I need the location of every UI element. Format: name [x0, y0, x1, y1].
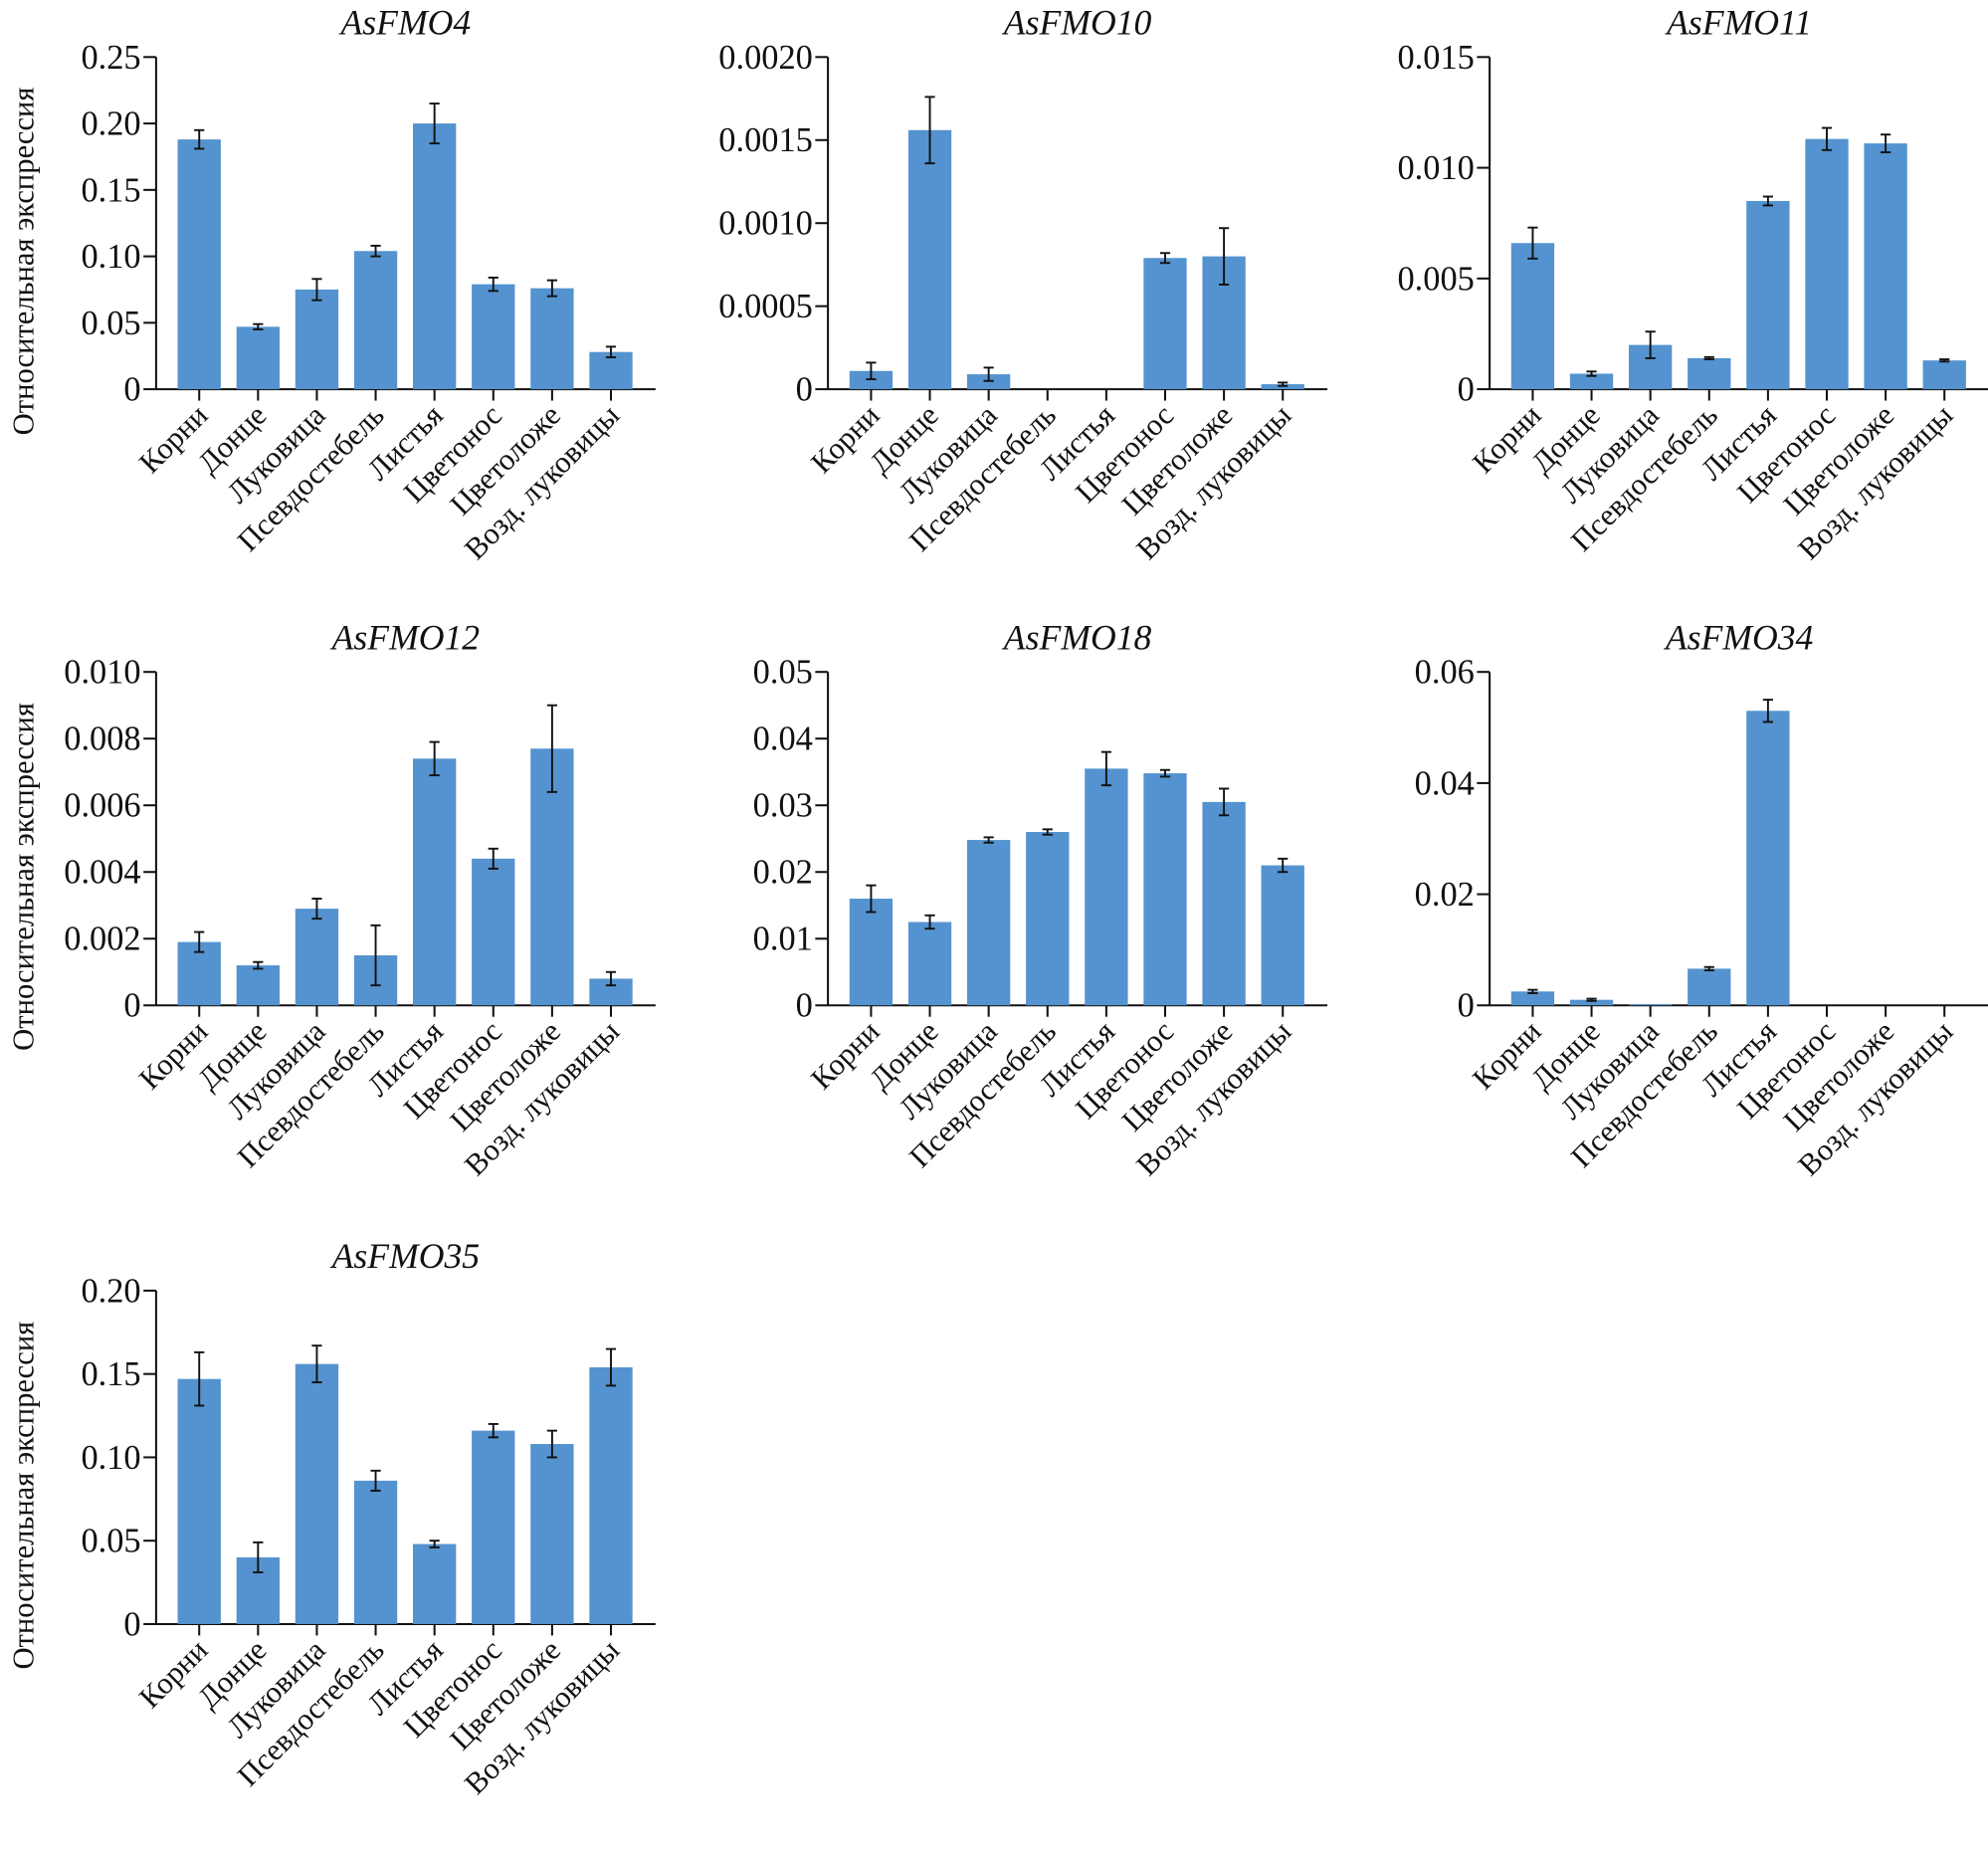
bar-Донце	[1569, 999, 1614, 1006]
bar-Корни	[177, 1378, 221, 1624]
bar-Листья	[1746, 200, 1790, 390]
y-axis-label: Относительная экспрессия	[6, 1322, 40, 1670]
y-tick-label: 0.0020	[718, 39, 813, 77]
chart-panel-AsFMO4: AsFMO4 Относительная экспрессия 0 0.05 0.10 0…	[6, 2, 656, 566]
bar-Возд. луковицы	[589, 1366, 633, 1624]
y-tick-label: 0	[1458, 371, 1475, 409]
bar-Луковица	[1629, 1004, 1673, 1006]
bar-Корни	[849, 899, 894, 1006]
bar-Цветоложе	[1202, 801, 1246, 1006]
bar-Корни	[1510, 243, 1555, 390]
bar-Псевдостебель	[1688, 357, 1731, 390]
chart-panel-AsFMO12: AsFMO12 Относительная экспрессия 0 0.002 0.0…	[6, 617, 656, 1182]
bar-Псевдостебель	[1688, 968, 1731, 1006]
y-axis-label: Относительная экспрессия	[6, 88, 40, 436]
y-tick-label: 0.10	[81, 1439, 140, 1477]
bar-Листья	[1746, 711, 1790, 1006]
y-tick-label: 0	[796, 371, 813, 409]
bar-Луковица	[295, 1363, 339, 1624]
bar-Луковица	[295, 289, 339, 390]
y-tick-label: 0.002	[64, 921, 140, 958]
chart-title: AsFMO11	[1665, 2, 1812, 42]
y-tick-label: 0.25	[81, 39, 140, 77]
bar-Донце	[236, 965, 280, 1006]
chart-panel-AsFMO34: AsFMO3400.020.040.06КорниДонцеЛуковицаПс…	[1415, 617, 1988, 1182]
y-tick-label: 0.20	[81, 105, 140, 143]
y-tick-label: 0.10	[81, 238, 140, 276]
bar-Цветоложе	[530, 1444, 574, 1624]
bar-Донце	[236, 326, 280, 390]
chart-title: AsFMO4	[339, 2, 472, 42]
bar-Листья	[413, 123, 457, 390]
y-tick-label: 0.004	[64, 854, 140, 892]
y-tick-label: 0.010	[64, 654, 140, 692]
y-tick-label: 0.15	[81, 1355, 140, 1393]
bar-Цветонос	[1805, 138, 1849, 390]
bar-Луковица	[966, 840, 1011, 1006]
y-tick-label: 0.005	[1397, 260, 1474, 298]
bar-Возд. луковицы	[1922, 360, 1966, 390]
y-tick-label: 0.006	[64, 787, 140, 825]
bar-Листья	[1085, 768, 1128, 1006]
y-tick-label: 0.05	[753, 654, 813, 692]
y-tick-label: 0	[123, 371, 140, 409]
bar-Донце	[907, 922, 952, 1006]
bar-Цветонос	[472, 284, 515, 390]
y-tick-label: 0.0010	[718, 205, 813, 243]
bar-Луковица	[295, 909, 339, 1006]
y-tick-label: 0.04	[1415, 764, 1475, 802]
y-tick-label: 0.20	[81, 1272, 140, 1310]
chart-panel-AsFMO11: AsFMO1100.0050.0100.015КорниДонцеЛуковиц…	[1397, 2, 1988, 566]
bar-Листья	[413, 758, 457, 1006]
y-tick-label: 0.05	[81, 1523, 140, 1560]
bar-Цветоложе	[530, 288, 574, 390]
bar-Донце	[1569, 373, 1614, 390]
y-tick-label: 0.05	[81, 305, 140, 342]
bar-Псевдостебель	[1026, 832, 1070, 1006]
y-tick-label: 0	[123, 987, 140, 1025]
chart-title: AsFMO10	[1002, 2, 1152, 42]
bar-Цветонос	[472, 1430, 515, 1624]
bar-Псевдостебель	[353, 251, 398, 390]
y-tick-label: 0.02	[753, 854, 813, 892]
y-tick-label: 0	[1458, 987, 1475, 1025]
y-tick-label: 0.010	[1397, 149, 1474, 187]
y-tick-label: 0.0005	[718, 288, 813, 325]
y-tick-label: 0.03	[753, 787, 813, 825]
y-tick-label: 0.0015	[718, 121, 813, 159]
y-axis-label: Относительная экспрессия	[6, 703, 40, 1051]
y-tick-label: 0.008	[64, 720, 140, 758]
y-tick-label: 0.015	[1397, 39, 1474, 77]
y-tick-label: 0	[123, 1605, 140, 1643]
chart-title: AsFMO34	[1664, 617, 1814, 657]
bar-Цветоложе	[1864, 143, 1907, 390]
bar-Цветонос	[1143, 258, 1187, 390]
y-tick-label: 0.15	[81, 171, 140, 209]
bar-Возд. луковицы	[1261, 865, 1304, 1006]
bar-Донце	[907, 129, 952, 390]
y-tick-label: 0	[796, 987, 813, 1025]
bar-Псевдостебель	[353, 1480, 398, 1624]
chart-panel-AsFMO10: AsFMO1000.00050.00100.00150.0020КорниДон…	[718, 2, 1328, 566]
chart-panel-AsFMO18: AsFMO1800.010.020.030.040.05КорниДонцеЛу…	[753, 617, 1328, 1182]
y-tick-label: 0.04	[753, 720, 813, 758]
chart-title: AsFMO12	[330, 617, 481, 657]
bar-Корни	[177, 139, 221, 390]
bar-Листья	[413, 1543, 457, 1624]
chart-title: AsFMO18	[1002, 617, 1152, 657]
bar-Цветонос	[472, 858, 515, 1006]
y-tick-label: 0.01	[753, 921, 813, 958]
chart-panel-AsFMO35: AsFMO35 Относительная экспрессия 0 0.05 0.10…	[6, 1236, 656, 1801]
chart-title: AsFMO35	[330, 1236, 481, 1276]
y-tick-label: 0.02	[1415, 876, 1475, 914]
bar-Цветонос	[1143, 773, 1187, 1006]
bar-Корни	[1510, 991, 1555, 1006]
y-tick-label: 0.06	[1415, 654, 1475, 692]
